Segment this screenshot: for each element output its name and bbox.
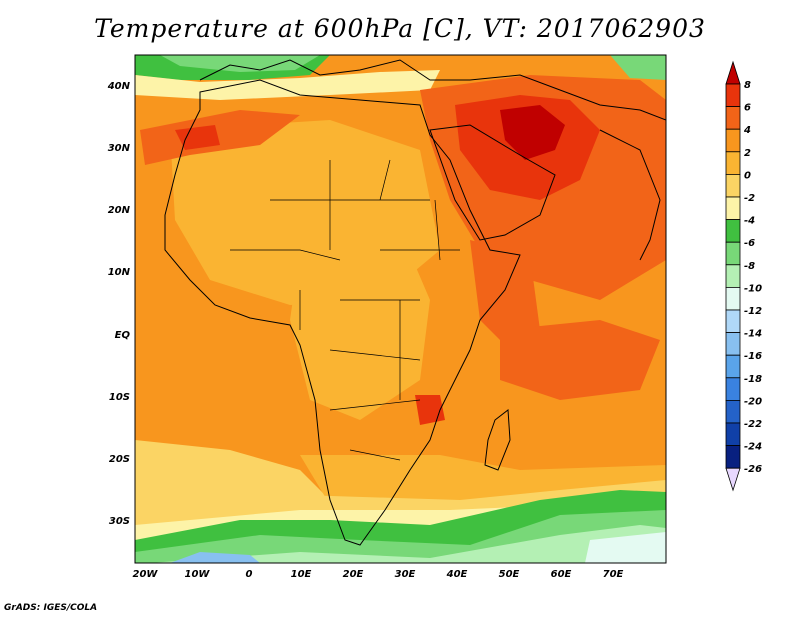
africa-coast <box>164 79 521 546</box>
lon-label: 70E <box>603 569 624 580</box>
field-4-6-eastafrica <box>470 240 540 350</box>
colorbar-label: -2 <box>744 193 755 204</box>
colorbar-label: -6 <box>744 238 755 249</box>
colorbar-label: -24 <box>744 442 762 453</box>
colorbar-swatch <box>725 151 741 175</box>
field-lightgreen-north <box>160 55 320 72</box>
colorbar: 8 6 4 2 0 -2 -4 -6 -8 -10 -12 -14 -16 -18 -20 -22 -24 -26 <box>725 60 762 492</box>
colorbar-swatch <box>725 377 741 401</box>
map-frame <box>134 54 667 564</box>
field-yellow-north <box>135 70 440 100</box>
colorbar-label: -4 <box>744 216 755 227</box>
colorbar-swatch <box>725 173 741 198</box>
colorbar-swatch <box>725 332 741 356</box>
arabia-coast <box>429 124 556 241</box>
lat-label: 10S <box>109 392 130 403</box>
borders <box>230 159 460 461</box>
india-coast <box>599 129 661 261</box>
colorbar-label: -14 <box>744 329 762 340</box>
lon-label: 20E <box>343 569 364 580</box>
colorbar-arrow-bottom <box>725 467 741 492</box>
colorbar-swatch <box>725 399 741 424</box>
colorbar-label: 8 <box>744 80 751 91</box>
colorbar-label: 6 <box>744 103 751 114</box>
colorbar-label: -20 <box>744 396 762 407</box>
lat-labels: 40N 30N 20N 10N EQ 10S 20S 30S <box>107 81 131 527</box>
field-4-6-maghreb <box>140 110 300 165</box>
colorbar-label: 4 <box>743 125 751 136</box>
field-green-ne <box>610 55 666 80</box>
colorbar-swatch <box>725 219 741 243</box>
colorbar-label: -10 <box>744 283 762 294</box>
field-6-8-spot <box>175 125 220 150</box>
colorbar-label: -18 <box>744 374 762 385</box>
colorbar-label: -22 <box>744 419 762 430</box>
lon-label: 20W <box>133 569 159 580</box>
field-gt8-core <box>500 105 565 160</box>
lon-labels: 20W 10W 0 10E 20E 30E 40E 50E 60E 70E <box>133 569 624 580</box>
footer-credit: GrADS: IGES/COLA <box>4 603 98 613</box>
colorbar-swatch <box>725 128 741 153</box>
field-blue-south <box>170 552 260 563</box>
colorbar-label: -26 <box>744 464 762 475</box>
lat-label: 20S <box>109 454 130 465</box>
field-4-6-indian <box>500 320 660 400</box>
colorbar-swatch <box>725 309 741 334</box>
field-central-africa <box>290 230 430 420</box>
lat-label: 10N <box>108 267 131 278</box>
field-cyan-south <box>585 532 666 563</box>
lon-label: 30E <box>395 569 416 580</box>
colorbar-swatch <box>725 196 741 221</box>
colorbar-swatch <box>725 241 741 266</box>
colorbar-swatch <box>725 422 741 447</box>
colorbar-label: -16 <box>744 351 762 362</box>
colorbar-swatch <box>725 106 741 130</box>
colorbar-swatch <box>725 354 741 379</box>
lat-label: 30N <box>108 143 131 154</box>
colorbar-label: 2 <box>744 148 751 159</box>
colorbar-swatch <box>725 445 741 469</box>
lon-label: 10E <box>291 569 312 580</box>
lon-label: 60E <box>551 569 572 580</box>
colorbar-swatch <box>725 83 741 108</box>
lat-label: EQ <box>115 330 131 341</box>
coastlines <box>164 59 666 546</box>
colorbar-label: -12 <box>744 306 762 317</box>
lon-label: 40E <box>446 569 468 580</box>
colorbar-swatch <box>725 264 741 288</box>
lat-label: 40N <box>107 81 131 92</box>
lon-label: 10W <box>185 569 211 580</box>
europe-coast <box>199 59 666 121</box>
lon-label: 0 <box>246 569 253 580</box>
field-palegreen-south <box>150 525 666 563</box>
colorbar-label: -8 <box>744 261 755 272</box>
colorbar-label: 0 <box>744 170 751 181</box>
colorbar-swatch <box>725 286 741 311</box>
lat-label: 20N <box>108 205 131 216</box>
colorbar-arrow-top <box>725 60 741 85</box>
temperature-field <box>135 55 666 563</box>
madagascar <box>484 409 511 471</box>
lat-label: 30S <box>109 516 130 527</box>
chart-title: Temperature at 600hPa [C], VT: 201706290… <box>94 14 706 43</box>
lon-label: 50E <box>499 569 520 580</box>
